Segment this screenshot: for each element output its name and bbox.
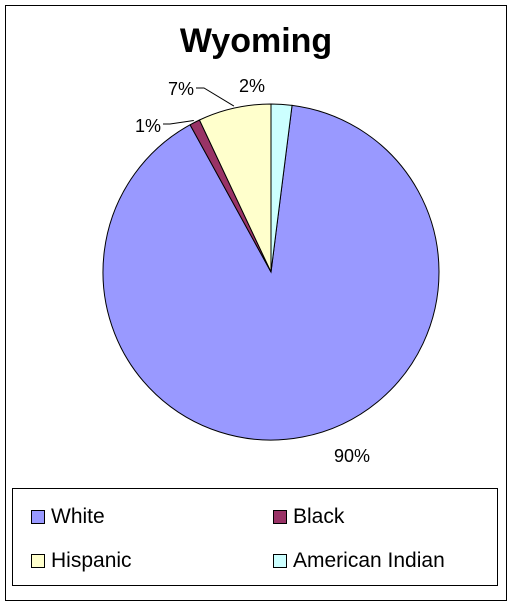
- legend-label: White: [51, 505, 105, 528]
- leader-line-hispanic: [196, 87, 235, 107]
- data-label-hispanic: 7%: [168, 79, 194, 99]
- legend-item-black: Black: [273, 505, 344, 529]
- data-label-white: 90%: [334, 446, 370, 466]
- data-label-black: 1%: [135, 116, 161, 136]
- leader-line-black: [163, 120, 194, 125]
- pie-slice-american-indian: [270, 103, 293, 273]
- legend-item-american-indian: American Indian: [273, 549, 445, 573]
- legend-swatch: [273, 510, 287, 524]
- legend-item-hispanic: Hispanic: [31, 549, 132, 573]
- legend-swatch: [31, 510, 45, 524]
- legend-item-white: White: [31, 505, 105, 529]
- legend-swatch: [31, 554, 45, 568]
- pie-slice-white: [102, 104, 440, 441]
- legend-label: American Indian: [293, 549, 445, 572]
- data-label-american-indian: 2%: [239, 76, 265, 96]
- pie-chart: 90% 1% 7% 2%: [102, 76, 440, 466]
- chart-legend: White Black Hispanic American Indian: [12, 488, 498, 586]
- legend-label: Hispanic: [51, 549, 132, 572]
- legend-label: Black: [293, 505, 345, 528]
- chart-title: Wyoming: [179, 22, 333, 60]
- legend-swatch: [273, 554, 287, 568]
